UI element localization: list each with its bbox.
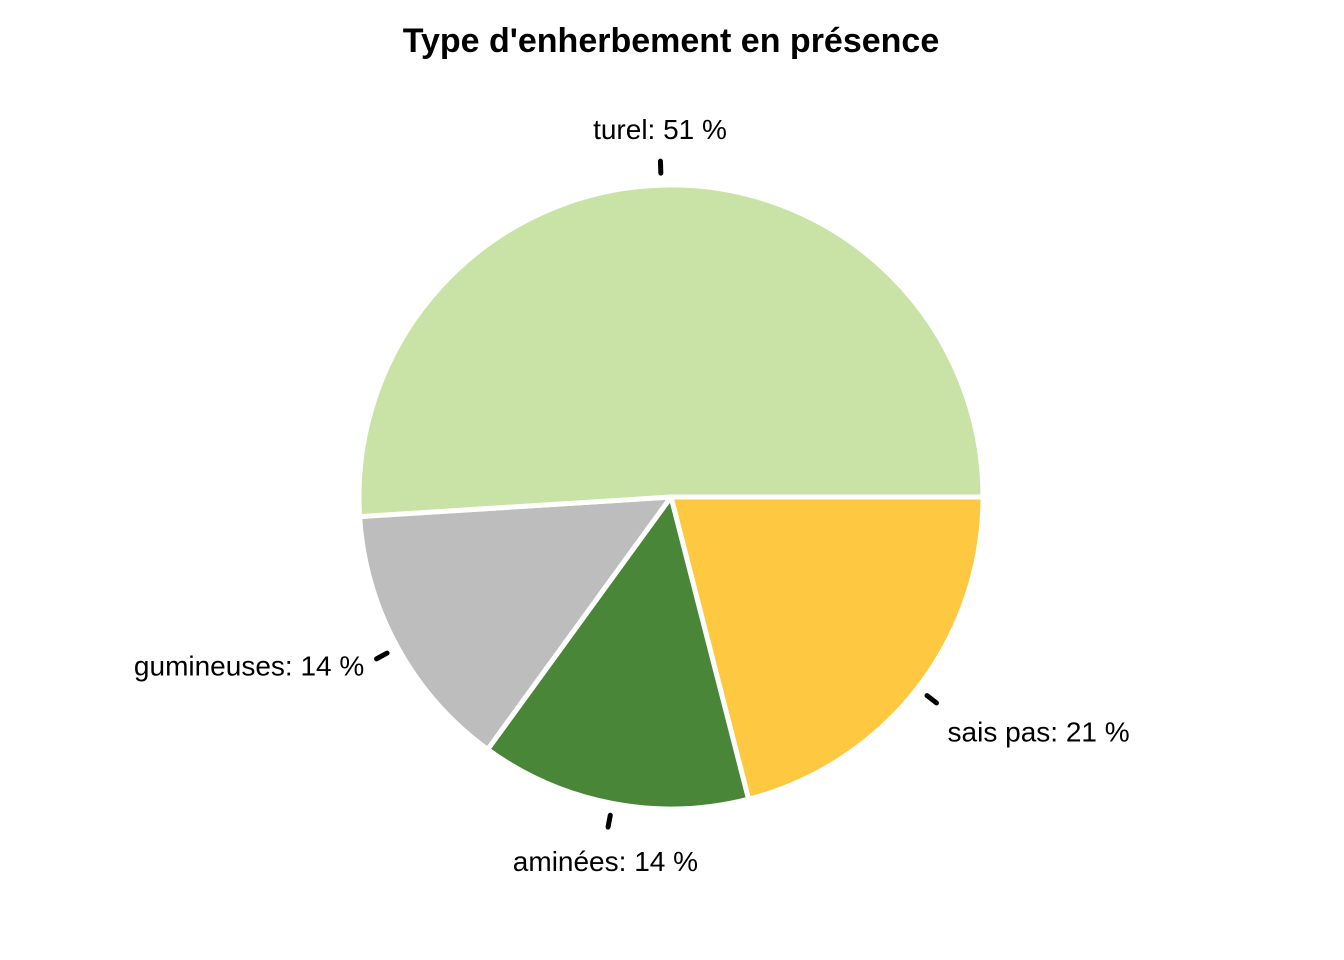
- pie-slice-sais-pas: [668, 494, 986, 802]
- pie-tick-sais-pas: [924, 693, 939, 706]
- pie-label-gumineuses: gumineuses: 14 %: [134, 651, 364, 682]
- pie-label-turel: turel: 51 %: [593, 114, 727, 145]
- pie-labels: sais pas: 21 % aminées: 14 % gumineuses: 1…: [134, 114, 1130, 877]
- pie-label-aminees: aminées: 14 %: [513, 846, 698, 877]
- pie-slice-aminees: [485, 494, 752, 812]
- pie-slice-turel: [356, 182, 986, 520]
- pie-slice-gumineuses: [357, 494, 674, 752]
- pie-tick-aminees: [605, 812, 613, 830]
- chart-title: Type d'enherbement en présence: [403, 22, 940, 60]
- pie-tick-gumineuses: [374, 650, 390, 662]
- pie-label-ticks: [374, 158, 939, 830]
- pie-label-sais-pas: sais pas: 21 %: [948, 717, 1130, 748]
- pie-slices: [356, 182, 986, 812]
